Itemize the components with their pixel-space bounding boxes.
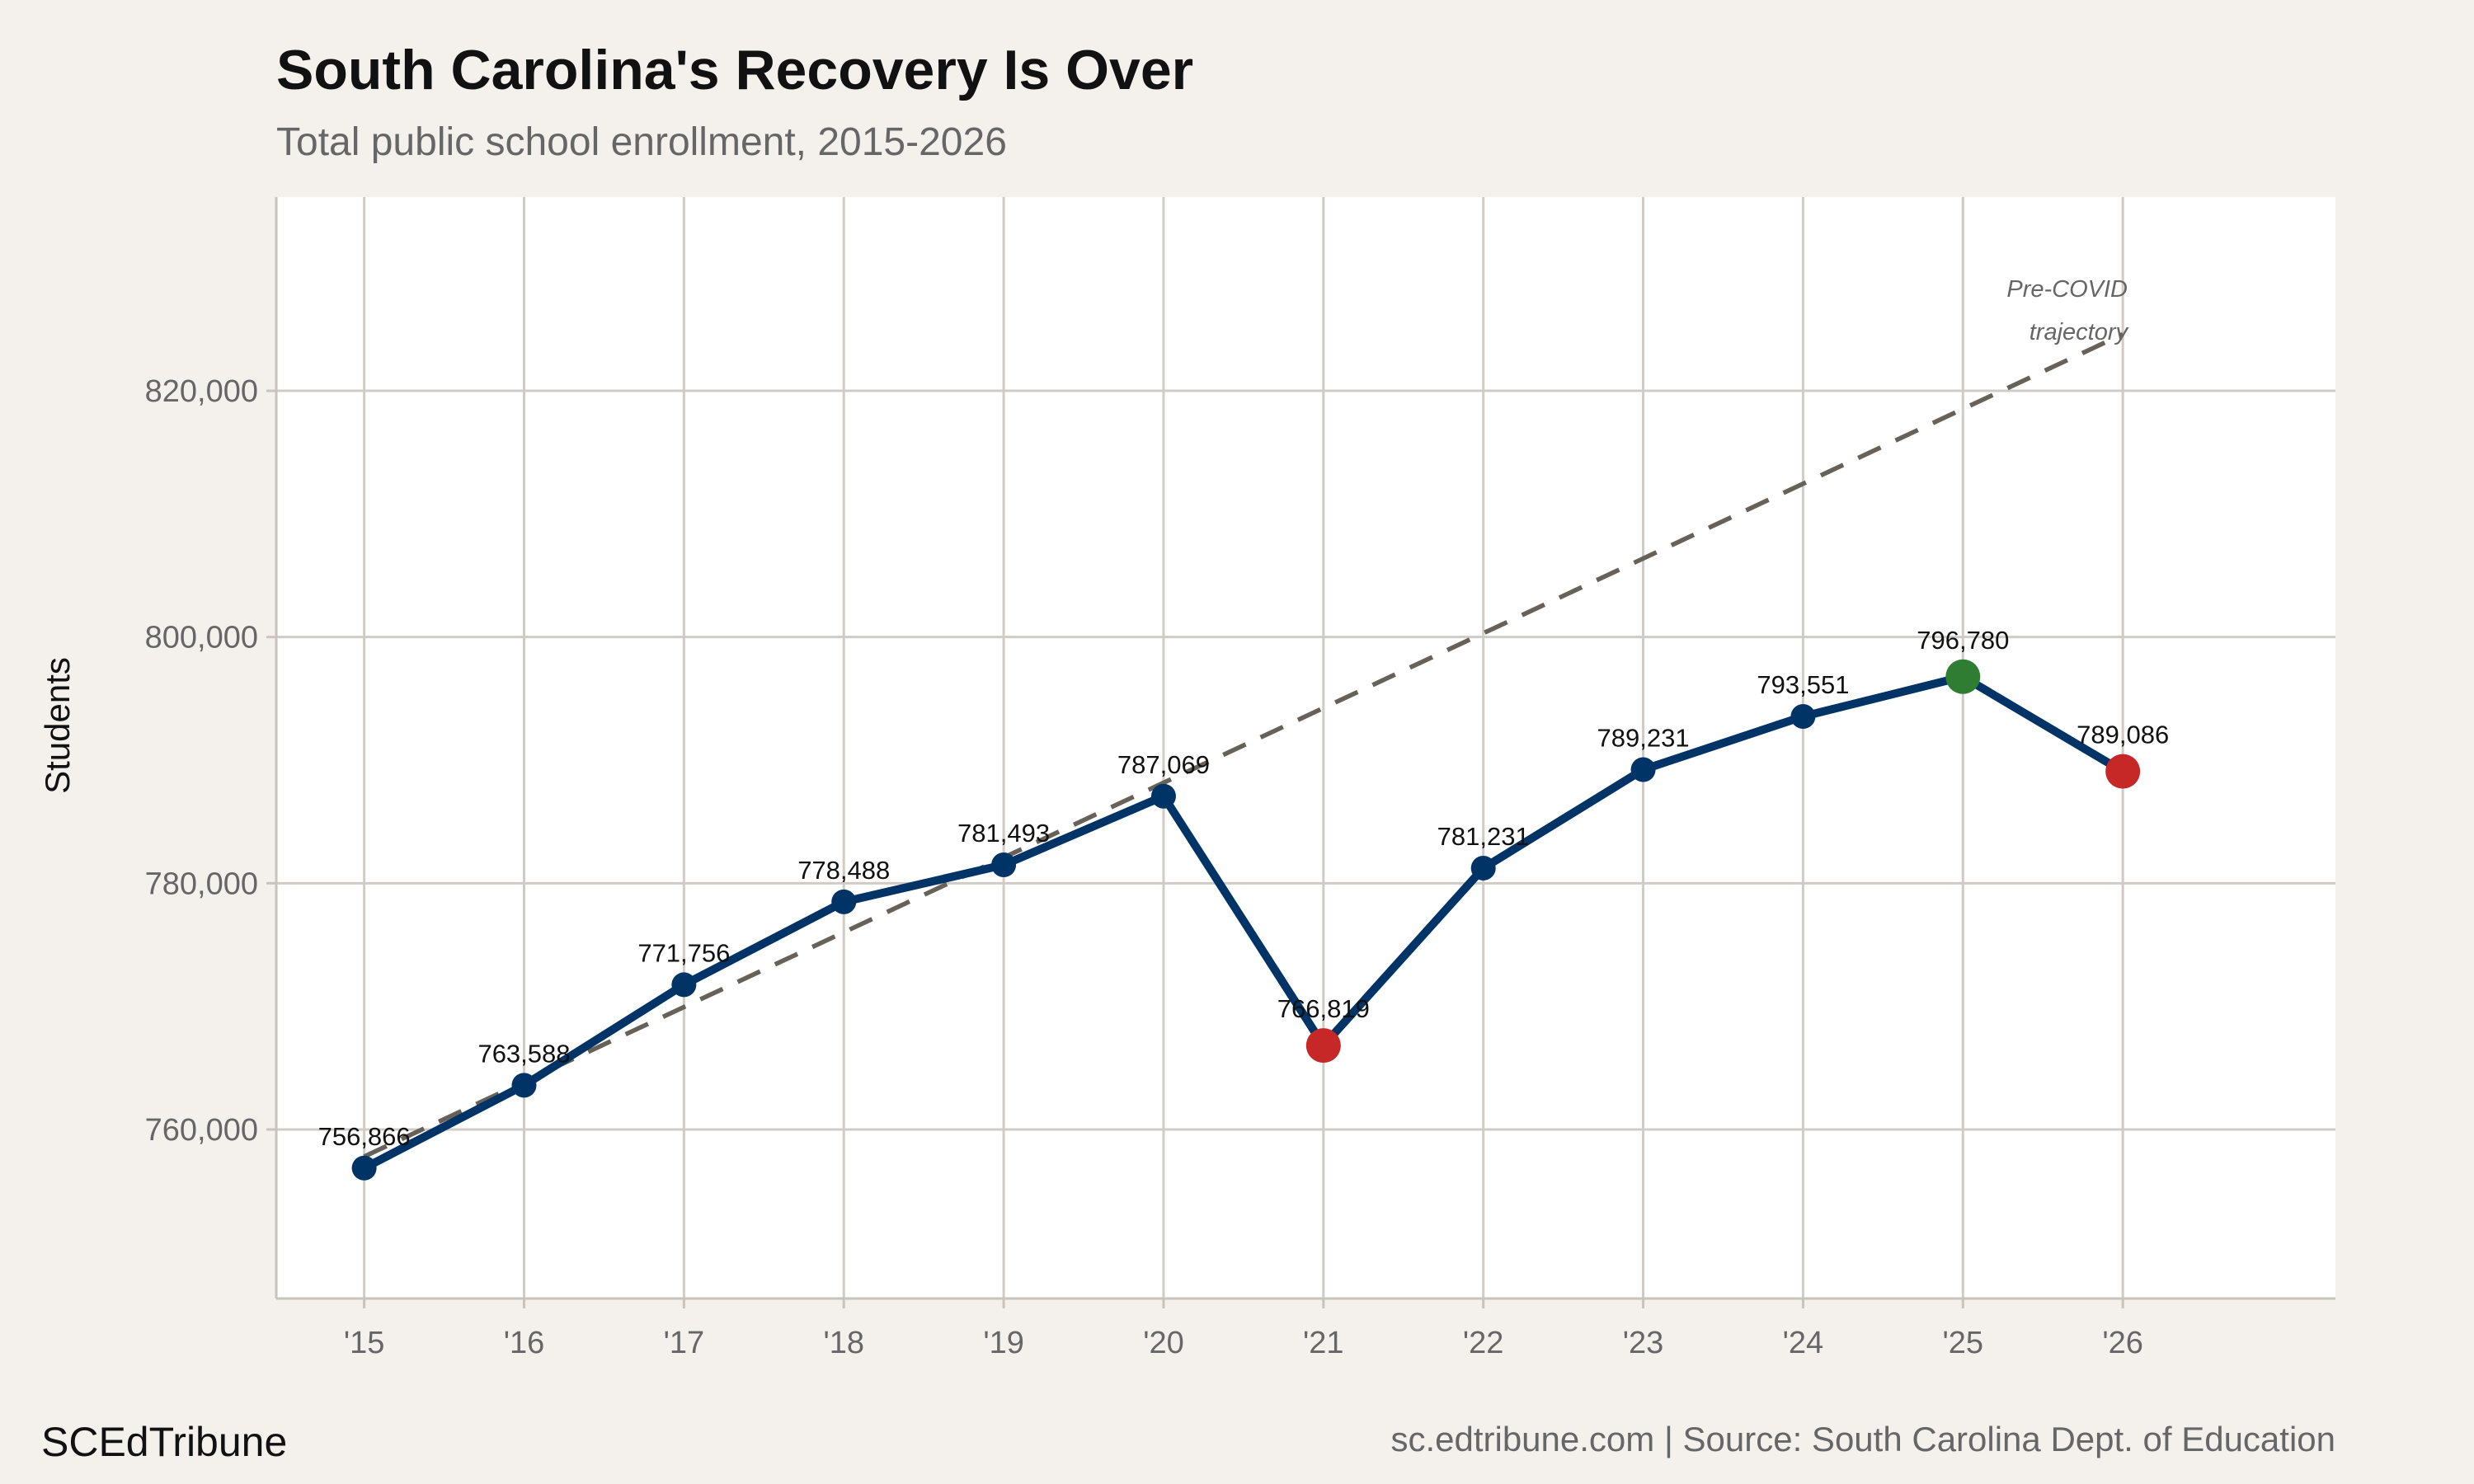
trend-annotation-line1: Pre-COVID	[2006, 276, 2128, 303]
x-tick-label: '20	[1143, 1326, 1184, 1360]
x-tick-labels: '15 '16 '17 '18 '19 '20 '21 '22 '23 '24 '25 '26	[344, 1298, 2143, 1360]
y-tick-label: 800,000	[145, 621, 258, 655]
x-tick-label: '21	[1303, 1326, 1344, 1360]
data-label: 793,551	[1757, 670, 1849, 699]
data-label: 778,488	[797, 856, 890, 885]
y-tick-label: 780,000	[145, 866, 258, 901]
x-tick-label: '16	[504, 1326, 545, 1360]
data-point	[1470, 855, 1496, 881]
data-point	[1945, 659, 1981, 694]
plot-panel	[276, 197, 2335, 1298]
trend-layer	[363, 331, 2124, 1159]
data-label: 763,588	[477, 1039, 570, 1068]
data-point	[991, 852, 1017, 878]
x-tick-label: '17	[664, 1326, 705, 1360]
x-tick-label: '22	[1463, 1326, 1504, 1360]
data-point	[2105, 754, 2141, 789]
data-point	[1305, 1028, 1341, 1064]
data-label: 787,069	[1117, 750, 1210, 779]
series-line	[362, 672, 2125, 1172]
x-tick-label: '23	[1623, 1326, 1664, 1360]
trend-annotation-line2: trajectory	[2030, 319, 2129, 345]
data-label: 789,086	[2077, 721, 2169, 749]
data-point	[1790, 703, 1816, 729]
data-point	[351, 1155, 377, 1181]
data-label: 756,866	[318, 1122, 411, 1151]
data-point	[1630, 757, 1656, 782]
data-point	[511, 1073, 537, 1098]
y-tick-label: 760,000	[145, 1113, 258, 1148]
data-label: 781,493	[957, 819, 1050, 848]
x-tick-label: '15	[344, 1326, 385, 1360]
footer-source: sc.edtribune.com | Source: South Carolin…	[1390, 1420, 2335, 1458]
trend-line	[363, 331, 2124, 1159]
chart-subtitle: Total public school enrollment, 2015-202…	[276, 120, 1007, 164]
x-tick-label: '25	[1943, 1326, 1984, 1360]
y-tick-label: 820,000	[145, 374, 258, 409]
data-label: 771,756	[637, 938, 730, 967]
x-tick-label: '26	[2102, 1326, 2143, 1360]
series-layer: 756,866 763,588 771,756 778,488 781,493 787,0…	[318, 626, 2169, 1181]
chart-title: South Carolina's Recovery Is Over	[276, 39, 1193, 101]
data-point	[1150, 783, 1176, 809]
x-tick-label: '18	[823, 1326, 864, 1360]
data-label: 789,231	[1597, 723, 1690, 752]
gridlines	[276, 197, 2335, 1298]
y-tick-labels: 760,000 780,000 800,000 820,000	[145, 374, 276, 1148]
data-label: 796,780	[1917, 626, 2009, 655]
data-point	[671, 972, 697, 998]
x-tick-label: '24	[1783, 1326, 1824, 1360]
y-axis-label: Students	[38, 657, 77, 794]
footer-brand: SCEdTribune	[41, 1419, 287, 1465]
x-tick-label: '19	[983, 1326, 1024, 1360]
data-label: 766,819	[1277, 994, 1370, 1023]
data-label: 781,231	[1437, 822, 1530, 851]
data-point	[831, 889, 857, 914]
